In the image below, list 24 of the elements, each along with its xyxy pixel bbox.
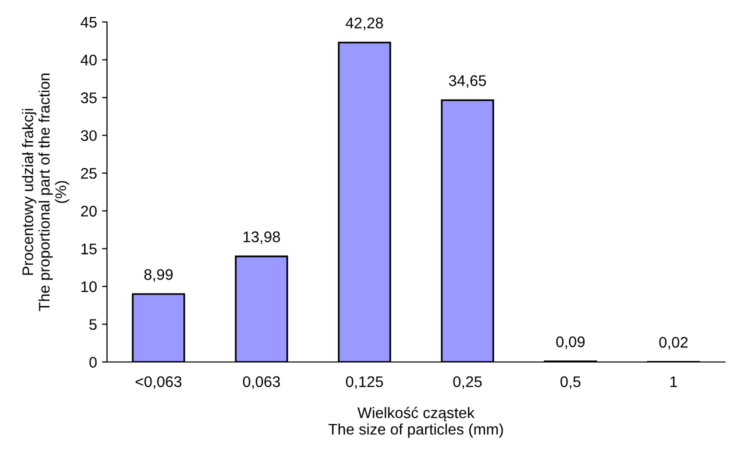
y-tick-label: 45 (80, 17, 97, 28)
data-label: 8,99 (144, 269, 173, 282)
y-tick-label: 0 (89, 356, 97, 368)
y-tick-label: 5 (89, 319, 97, 330)
x-tick-label: 0,063 (242, 376, 280, 389)
data-label: 34,65 (448, 75, 486, 88)
data-label: 0,09 (556, 336, 585, 349)
data-label: 42,28 (346, 18, 383, 30)
y-tick-label: 40 (80, 54, 97, 66)
x-axis-title: Wielkość cząstek The size of particles (mm) (328, 406, 503, 438)
y-tick-label: 20 (81, 206, 97, 217)
y-tick-label: 35 (80, 92, 97, 104)
data-label: 0,02 (659, 336, 688, 350)
x-tick-label: 1 (670, 376, 678, 387)
x-tick-label: 0,25 (453, 376, 482, 389)
y-tick-label: 10 (81, 281, 97, 292)
x-tick-label: 0,5 (560, 376, 580, 389)
y-tick-label: 30 (80, 130, 97, 142)
y-tick-label: 25 (81, 168, 97, 179)
data-label: 13,98 (244, 231, 280, 244)
x-tick-label: <0,063 (136, 376, 182, 389)
y-axis-title: Procentowy udział frakcji The proportional part of the fraction (%) (22, 74, 70, 311)
y-tick-label: 15 (81, 244, 97, 254)
x-tick-label: 0,125 (346, 376, 383, 389)
